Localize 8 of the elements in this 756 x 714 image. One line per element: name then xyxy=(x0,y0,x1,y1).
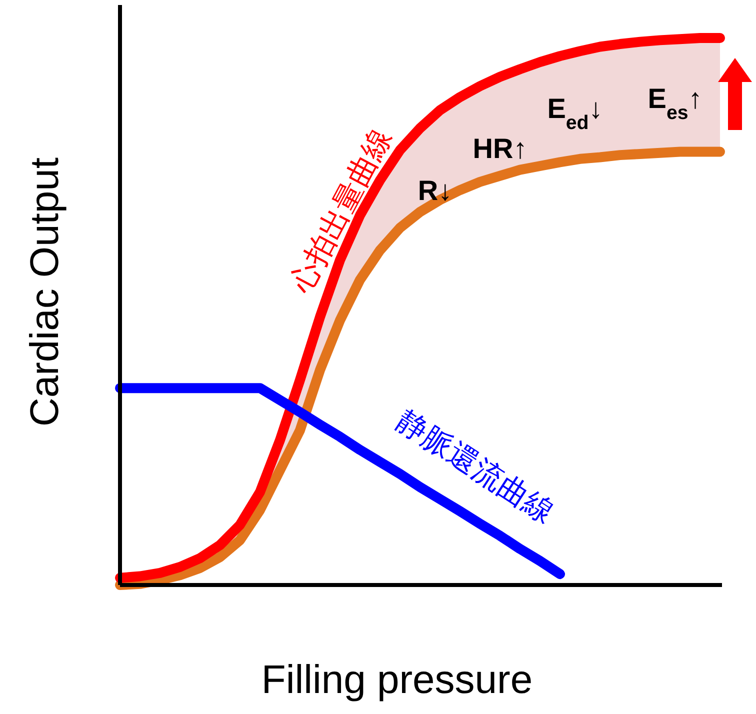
text: 心拍出量曲線 xyxy=(284,123,398,299)
x-axis-title: Filling pressure xyxy=(261,658,533,702)
annotation: E$_{es}$↑ xyxy=(648,83,702,124)
annotation: E$_{ed}$↓ xyxy=(547,93,603,134)
annotation: R↓ xyxy=(418,175,452,206)
annotation: HR↑ xyxy=(472,133,528,164)
text: 静脈還流曲線 xyxy=(390,404,560,530)
y-axis-title: Cardiac Output xyxy=(23,157,67,427)
